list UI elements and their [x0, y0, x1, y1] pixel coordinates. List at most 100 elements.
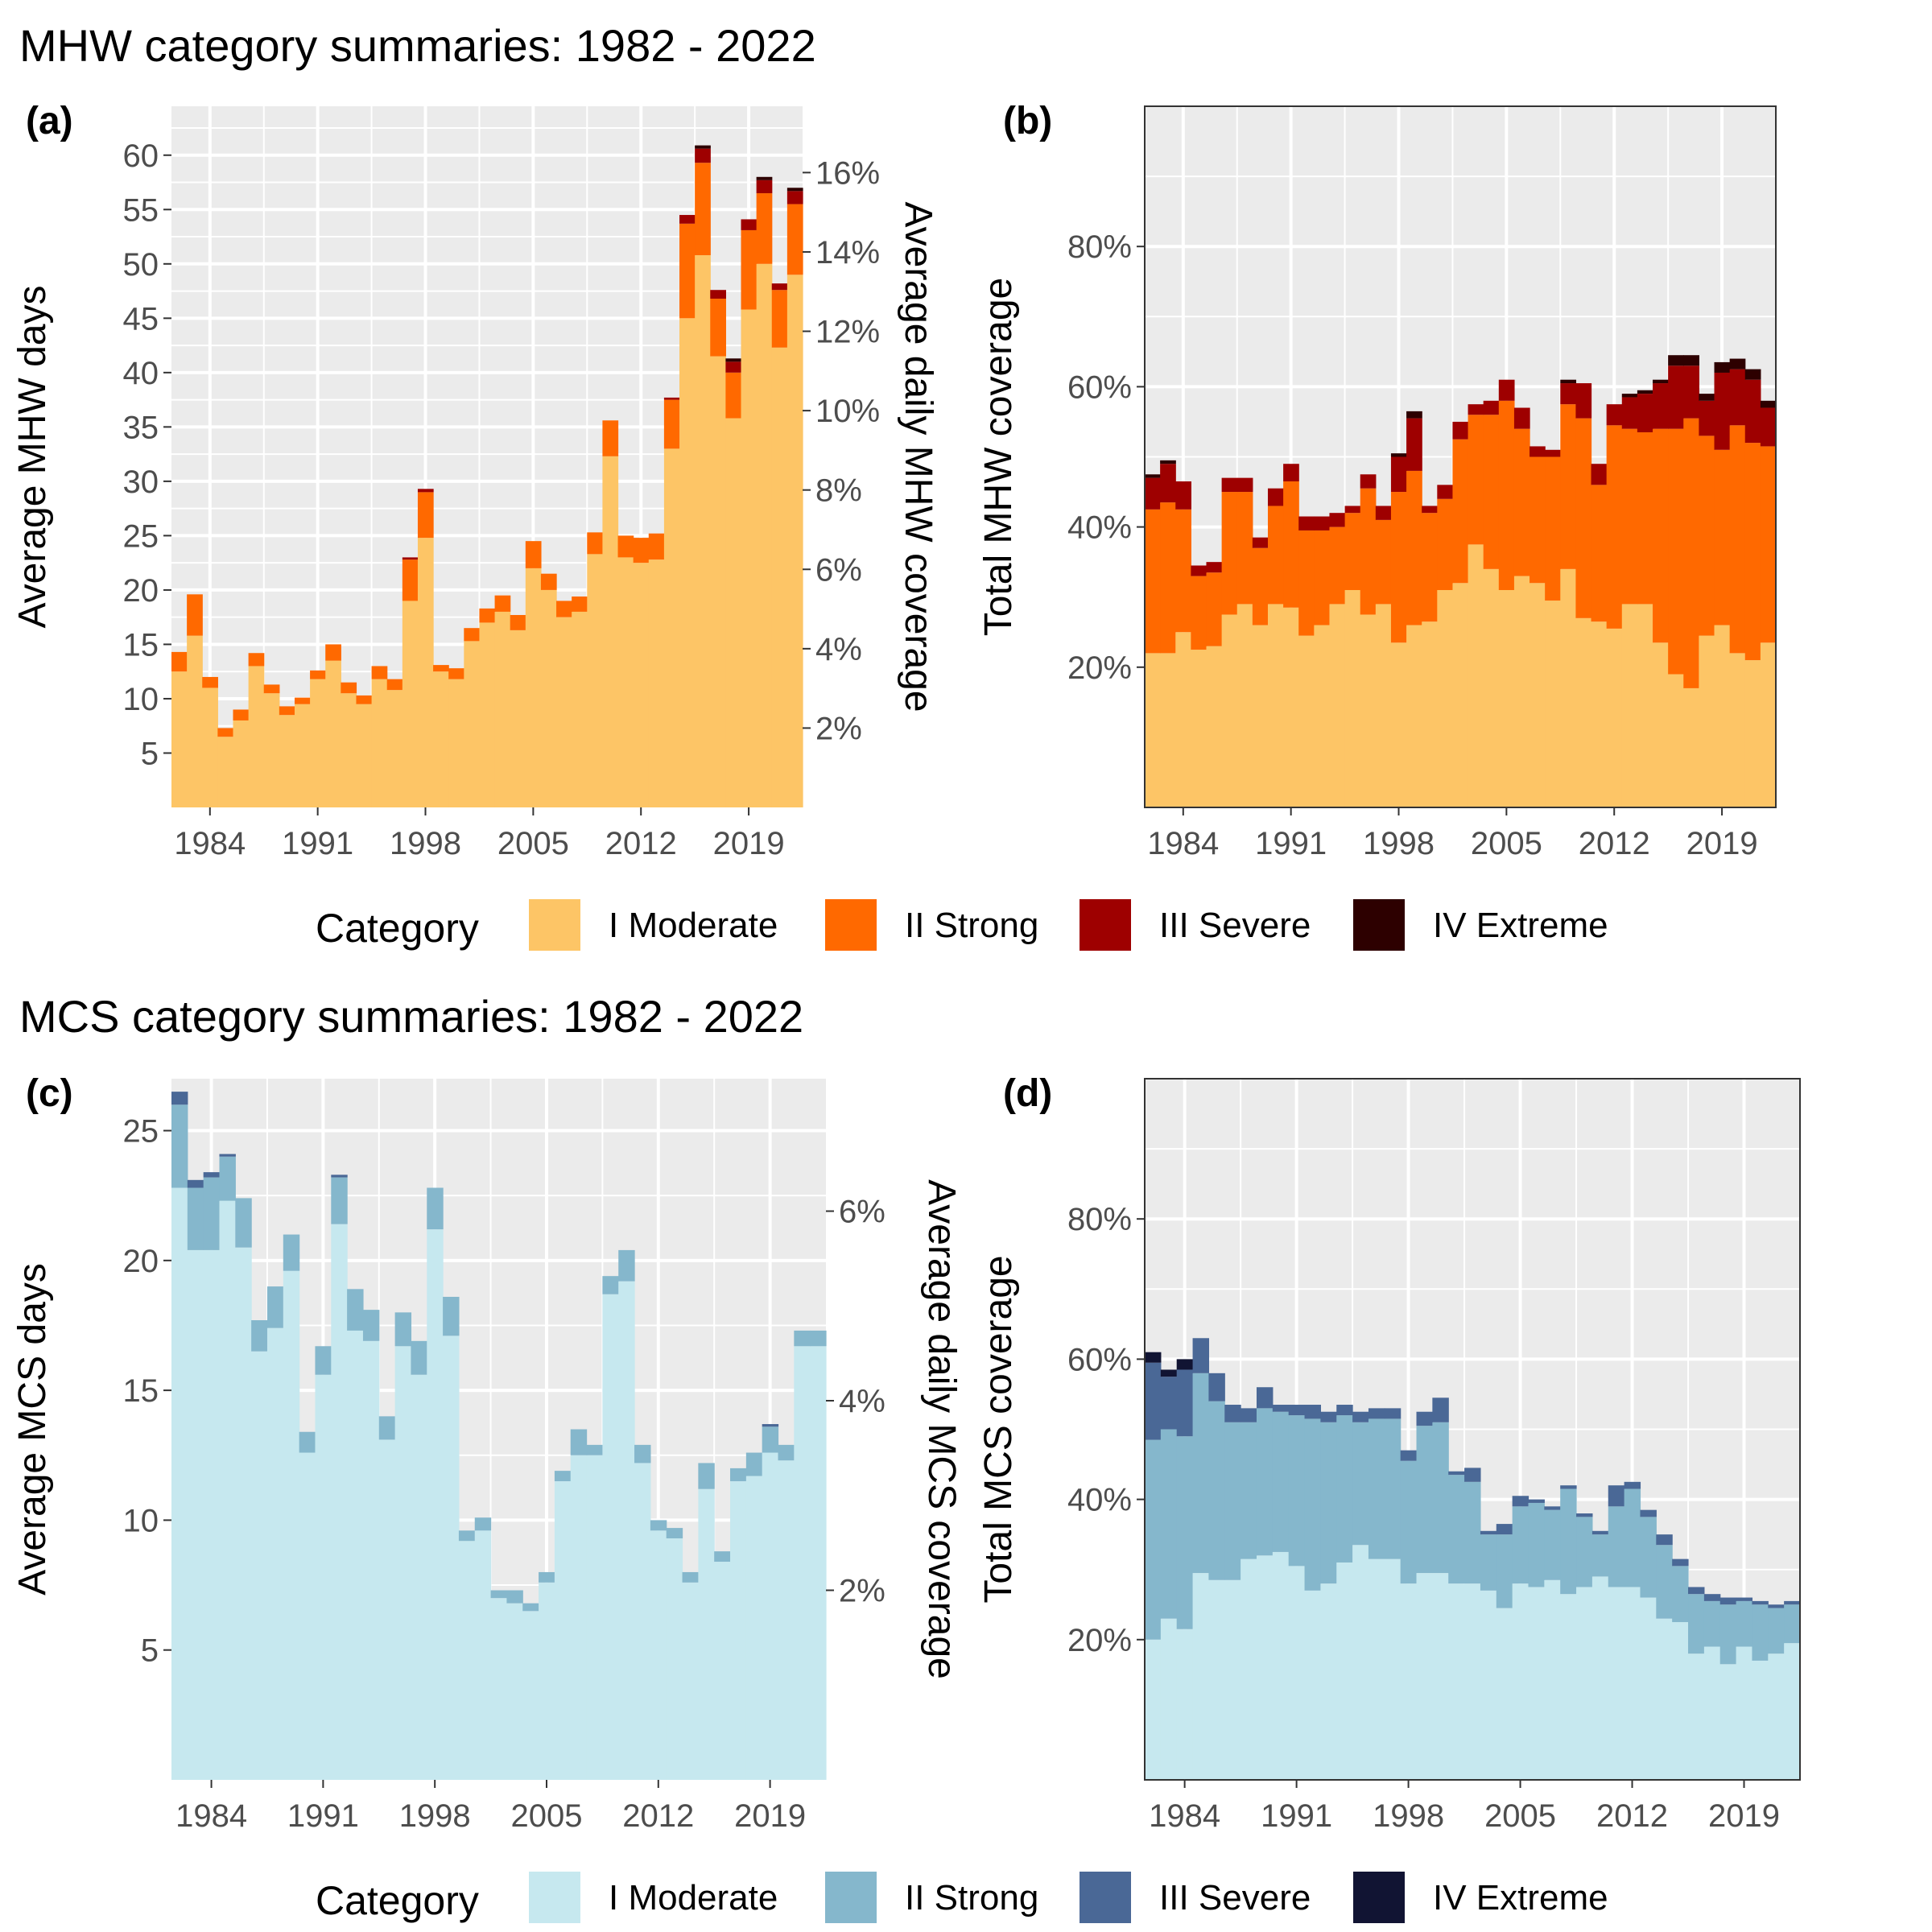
bar-segment — [1314, 625, 1331, 807]
bar-segment — [617, 557, 634, 807]
bar-segment — [1608, 1587, 1625, 1780]
bar-segment — [1621, 428, 1638, 605]
bar-segment — [248, 653, 265, 667]
bar-segment — [506, 1603, 523, 1780]
bar-segment — [1576, 1587, 1593, 1780]
legend-title: Category — [316, 1878, 479, 1923]
bar-segment — [1688, 1587, 1705, 1595]
bar-segment — [1703, 1646, 1721, 1780]
y-tick-label: 20 — [123, 1244, 159, 1279]
bar-segment — [458, 1541, 476, 1780]
x-tick-label: 1991 — [282, 826, 353, 861]
bar-segment — [1480, 1590, 1497, 1780]
bar-segment — [1591, 1576, 1609, 1780]
y-tick-label: 20% — [1067, 650, 1132, 686]
bar-segment — [1606, 404, 1623, 426]
legend-swatch — [527, 1870, 582, 1925]
y2-tick-label: 10% — [815, 394, 880, 429]
y2-tick-label: 12% — [815, 315, 880, 350]
bar-segment — [695, 148, 711, 163]
bar-segment — [679, 318, 696, 808]
bar-segment — [540, 573, 557, 590]
bar-segment — [1744, 660, 1761, 807]
bar-segment — [1329, 604, 1346, 807]
bar-segment — [1784, 1643, 1801, 1780]
bar-segment — [1760, 407, 1777, 447]
bar-segment — [1176, 1629, 1194, 1780]
x-tick-label: 2012 — [622, 1798, 694, 1834]
bar-segment — [251, 1320, 268, 1352]
bar-segment — [1468, 544, 1484, 807]
bar-segment — [679, 223, 696, 319]
bar-segment — [1656, 1534, 1673, 1546]
bar-segment — [1160, 1618, 1178, 1780]
bar-segment — [618, 1249, 635, 1282]
bar-segment — [1145, 1439, 1162, 1640]
bar-segment — [386, 690, 403, 807]
bar-segment — [617, 535, 634, 558]
bar-segment — [1483, 568, 1500, 807]
legend-label: I Moderate — [609, 906, 778, 945]
x-tick-label: 1998 — [1363, 826, 1435, 861]
bar-segment — [756, 176, 773, 180]
bar-segment — [1672, 1566, 1689, 1623]
bar-segment — [371, 666, 388, 679]
bar-segment — [633, 538, 650, 564]
bar-segment — [474, 1517, 492, 1531]
bar-segment — [1298, 530, 1315, 636]
bar-segment — [1272, 1405, 1290, 1412]
y-tick-label: 5 — [141, 1633, 159, 1669]
bar-segment — [771, 283, 788, 291]
y-tick-label: 10 — [123, 1503, 159, 1538]
bar-segment — [1191, 565, 1208, 576]
bar-segment — [1752, 1604, 1769, 1661]
x-tick-label: 1991 — [1255, 826, 1327, 861]
bar-segment — [1621, 397, 1638, 429]
bar-segment — [1744, 369, 1761, 380]
bar-segment — [1160, 502, 1176, 654]
bar-segment — [1653, 379, 1669, 384]
bar-segment — [411, 1340, 427, 1375]
panel-label: (b) — [1003, 100, 1052, 142]
bar-segment — [341, 693, 357, 807]
bar-segment — [1272, 1411, 1290, 1552]
bar-segment — [1208, 1401, 1225, 1580]
bar-segment — [1191, 650, 1208, 807]
bar-segment — [315, 1346, 332, 1375]
bar-segment — [1683, 418, 1699, 688]
bar-segment — [1236, 492, 1253, 605]
bar-segment — [1283, 481, 1299, 608]
legend-swatch — [1078, 898, 1133, 952]
bar-segment — [525, 541, 542, 568]
bar-segment — [1736, 1597, 1753, 1601]
bar-segment — [786, 188, 803, 192]
y-axis-title: Total MCS coverage — [977, 1255, 1020, 1603]
y-tick-label: 40% — [1067, 1483, 1132, 1518]
y2-tick-label: 4% — [815, 632, 862, 667]
bar-segment — [1336, 1562, 1353, 1780]
y-axis-title: Total MHW coverage — [977, 278, 1020, 636]
x-tick-label: 2005 — [1484, 1798, 1556, 1834]
bar-segment — [1468, 404, 1484, 415]
y-tick-label: 40 — [123, 356, 159, 391]
bar-segment — [1575, 383, 1592, 419]
x-tick-label: 2012 — [605, 826, 677, 861]
bar-segment — [1672, 1622, 1689, 1780]
bar-segment — [710, 290, 726, 299]
y-tick-label: 15 — [123, 627, 159, 663]
bar-segment — [1175, 481, 1191, 510]
bar-segment — [464, 641, 481, 807]
bar-segment — [1512, 1496, 1530, 1507]
bar-segment — [378, 1439, 396, 1780]
bar-segment — [1221, 477, 1238, 493]
bar-segment — [1432, 1573, 1449, 1780]
bar-segment — [1175, 509, 1191, 633]
bar-segment — [263, 693, 280, 807]
bar-segment — [1208, 1579, 1225, 1780]
bar-segment — [1468, 415, 1484, 545]
bar-segment — [1560, 568, 1577, 807]
bar-segment — [1530, 456, 1546, 584]
bar-segment — [1283, 464, 1299, 481]
bar-segment — [1683, 355, 1699, 366]
